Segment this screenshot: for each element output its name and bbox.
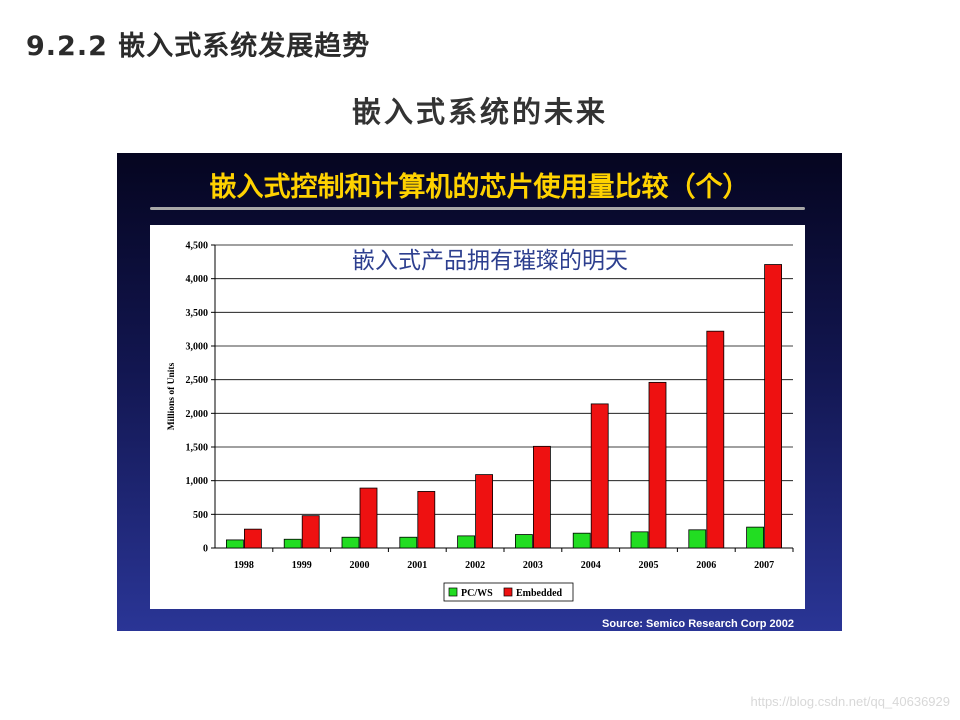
- y-tick-label: 3,000: [186, 342, 209, 353]
- bar-pcws: [572, 532, 591, 549]
- bar-pcws: [630, 531, 649, 549]
- y-axis-label: Millions of Units: [167, 362, 177, 430]
- legend-swatch-embedded: [503, 587, 513, 597]
- chart-panel: 嵌入式控制和计算机的芯片使用量比较（个） 0 500 1,000 1,500 2,000…: [117, 153, 842, 631]
- legend-label-pcws: PC/WS: [461, 588, 493, 599]
- y-tick-label: 500: [193, 510, 208, 521]
- bar-embedded: [706, 330, 725, 549]
- x-tick-label: 2005: [639, 560, 659, 571]
- bar-embedded: [475, 474, 494, 549]
- x-tick-label: 2007: [754, 560, 774, 571]
- panel-title: 嵌入式控制和计算机的芯片使用量比较（个）: [209, 172, 750, 203]
- legend-label-embedded: Embedded: [516, 588, 563, 599]
- bar-embedded: [417, 491, 436, 549]
- bar-pcws: [283, 538, 302, 549]
- bar-pcws: [399, 536, 418, 549]
- bar-pcws: [341, 536, 360, 549]
- x-tick-label: 2000: [350, 560, 370, 571]
- x-tick-label: 2003: [523, 560, 543, 571]
- bar-embedded: [359, 487, 378, 549]
- x-tick-label: 1999: [292, 560, 312, 571]
- chart-annotation: 嵌入式产品拥有璀璨的明天: [352, 248, 628, 274]
- y-tick-label: 1,500: [186, 443, 209, 454]
- bar-embedded: [648, 381, 667, 549]
- plot-area: 0 500 1,000 1,500 2,000 2,500 3,000 3,500 4,000 4…: [150, 225, 805, 609]
- bar-pcws: [457, 535, 476, 549]
- y-tick-label: 1,000: [186, 476, 209, 487]
- y-tick-label: 4,500: [186, 241, 209, 252]
- x-tick-label: 2001: [407, 560, 427, 571]
- bar-embedded: [244, 528, 262, 549]
- bar-embedded: [301, 515, 320, 549]
- slide-subtitle: 嵌入式系统的未来: [351, 95, 608, 129]
- section-heading: 9.2.2 嵌入式系统发展趋势: [26, 31, 371, 62]
- bar-chart: 0 500 1,000 1,500 2,000 2,500 3,000 3,500 4,000 4…: [167, 241, 794, 602]
- x-tick-label: 1998: [234, 560, 254, 571]
- bar-embedded: [764, 264, 782, 549]
- title-divider: [150, 207, 805, 210]
- x-tick-label: 2002: [465, 560, 485, 571]
- bar-pcws: [226, 539, 244, 549]
- watermark: https://blog.csdn.net/qq_40636929: [750, 694, 951, 709]
- y-tick-label: 4,000: [186, 274, 209, 285]
- y-tick-label: 3,500: [186, 308, 209, 319]
- x-tick-label: 2006: [696, 560, 716, 571]
- x-tick-label: 2004: [581, 560, 601, 571]
- bar-embedded: [532, 445, 551, 549]
- bar-pcws: [746, 526, 764, 549]
- legend-swatch-pcws: [448, 587, 458, 597]
- y-tick-label: 2,500: [186, 375, 209, 386]
- y-tick-label: 2,000: [186, 409, 209, 420]
- bar-pcws: [688, 529, 707, 549]
- source-note: Source: Semico Research Corp 2002: [602, 618, 794, 630]
- y-tick-label: 0: [203, 544, 208, 555]
- bar-embedded: [590, 403, 609, 549]
- bar-pcws: [514, 534, 533, 549]
